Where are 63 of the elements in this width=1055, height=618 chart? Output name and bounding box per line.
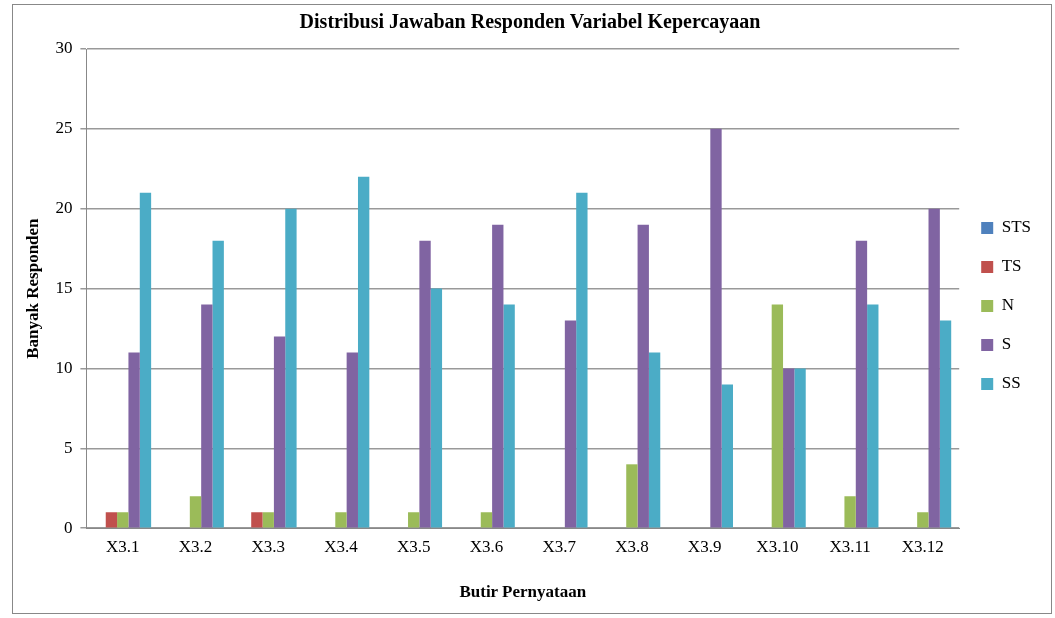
bar <box>346 352 358 528</box>
bar <box>128 352 140 528</box>
bar <box>917 512 929 528</box>
bar <box>212 240 224 528</box>
legend-label: SS <box>1001 373 1021 393</box>
bar <box>844 496 856 528</box>
bar <box>771 304 784 528</box>
bar <box>139 192 152 528</box>
bar <box>783 368 795 528</box>
y-tick-label: 0 <box>63 517 73 537</box>
bar <box>564 320 577 528</box>
bar <box>117 512 129 528</box>
bar <box>251 512 263 528</box>
bar <box>637 224 649 528</box>
x-tick-label: X3.4 <box>324 536 359 556</box>
bar <box>357 176 370 528</box>
bar <box>721 384 733 528</box>
bar <box>262 512 274 528</box>
x-tick-label: X3.9 <box>687 536 722 556</box>
bar <box>492 224 504 528</box>
bar <box>285 208 297 528</box>
y-tick-label: 15 <box>55 278 73 298</box>
x-tick-label: X3.6 <box>469 536 504 556</box>
bar <box>710 128 722 528</box>
bar <box>105 512 118 528</box>
bar <box>201 304 213 528</box>
bar <box>576 192 588 528</box>
y-tick-label: 5 <box>63 437 73 457</box>
y-tick-label: 10 <box>55 357 73 377</box>
x-tick-label: X3.8 <box>615 536 649 556</box>
y-axis-title: Banyak Responden <box>22 217 42 359</box>
legend-label: TS <box>1001 256 1022 276</box>
bar <box>273 336 286 528</box>
bar <box>430 288 443 528</box>
x-tick-label: X3.7 <box>542 536 577 556</box>
y-tick-label: 20 <box>55 198 73 218</box>
bar <box>867 304 879 528</box>
bar <box>480 512 493 528</box>
chart-title: Distribusi Jawaban Responden Variabel Kepercayaan <box>299 10 761 34</box>
x-tick-label: X3.11 <box>829 536 871 556</box>
bar <box>335 512 347 528</box>
x-tick-label: X3.3 <box>251 536 285 556</box>
bar <box>419 240 431 528</box>
x-tick-label: X3.12 <box>901 536 944 556</box>
bar <box>928 208 940 528</box>
bar <box>626 464 638 528</box>
bar <box>648 352 661 528</box>
bar <box>939 320 952 528</box>
x-tick-label: X3.2 <box>178 536 213 556</box>
bar <box>503 304 515 528</box>
bar <box>408 512 420 528</box>
bar <box>794 368 806 528</box>
x-tick-label: X3.10 <box>756 536 799 556</box>
x-tick-label: X3.5 <box>396 536 431 556</box>
bar <box>855 240 868 528</box>
x-tick-label: X3.1 <box>106 536 140 556</box>
y-tick-label: 25 <box>55 118 73 138</box>
legend-label: N <box>1001 295 1014 315</box>
x-axis-title: Butir Pernyataan <box>459 582 587 602</box>
legend-label: STS <box>1001 217 1031 237</box>
legend-label: S <box>1001 334 1012 354</box>
bar <box>189 496 202 528</box>
y-tick-label: 30 <box>55 38 73 58</box>
